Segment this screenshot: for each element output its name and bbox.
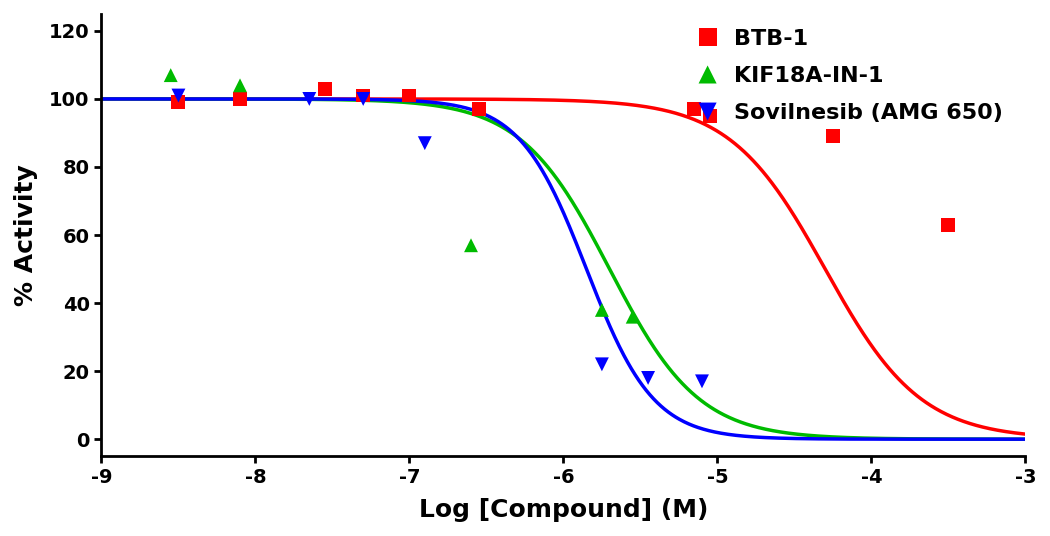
Sovilnesib (AMG 650) [301,95,318,103]
Y-axis label: % Activity: % Activity [14,164,38,306]
BTB-1 [232,95,249,103]
KIF18A-IN-1 [593,306,610,314]
KIF18A-IN-1 [163,71,180,79]
BTB-1 [401,91,418,100]
BTB-1 [470,105,487,114]
KIF18A-IN-1 [232,81,249,90]
BTB-1 [355,91,372,100]
BTB-1 [316,85,333,93]
KIF18A-IN-1 [625,312,642,321]
Sovilnesib (AMG 650) [593,360,610,369]
Sovilnesib (AMG 650) [355,95,372,103]
Sovilnesib (AMG 650) [170,91,187,100]
BTB-1 [824,132,841,140]
BTB-1 [940,220,957,229]
BTB-1 [701,111,718,120]
X-axis label: Log [Compound] (M): Log [Compound] (M) [419,498,708,522]
Sovilnesib (AMG 650) [694,377,711,385]
Legend: BTB-1, KIF18A-IN-1, Sovilnesib (AMG 650): BTB-1, KIF18A-IN-1, Sovilnesib (AMG 650) [688,16,1014,134]
BTB-1 [170,98,187,107]
KIF18A-IN-1 [463,241,480,250]
BTB-1 [686,105,702,114]
Sovilnesib (AMG 650) [639,374,656,382]
Sovilnesib (AMG 650) [417,139,434,147]
